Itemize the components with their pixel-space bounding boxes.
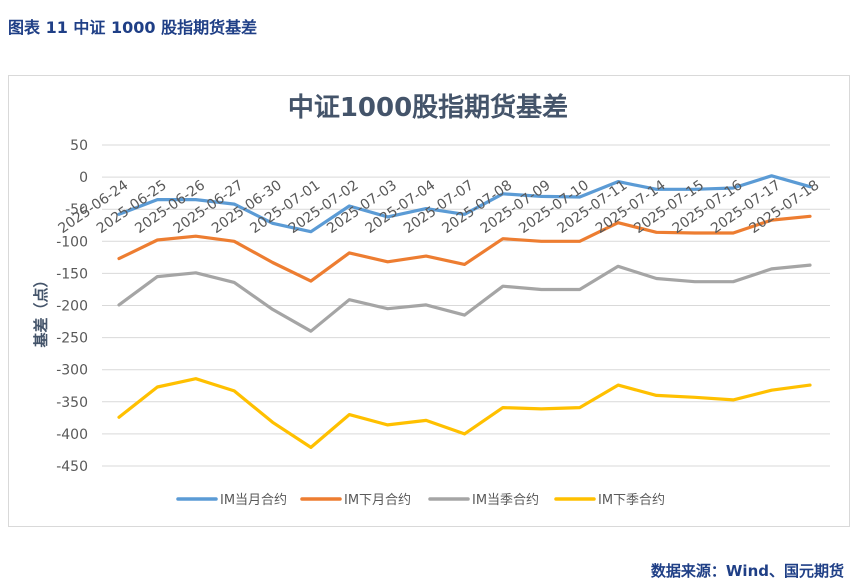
y-tick-label: -350 xyxy=(56,395,88,411)
legend-label-3: IM下季合约 xyxy=(598,493,665,508)
y-axis-ticks: 50 0 -50 -100 -150 -200 -250 -300 -350 -400 -450 xyxy=(56,138,88,475)
series-line-0 xyxy=(117,174,812,234)
chart-title: 中证1000股指期货基差 xyxy=(288,92,568,123)
y-tick-label: -250 xyxy=(56,331,88,347)
figure-caption: 图表 11 中证 1000 股指期货基差 xyxy=(8,18,258,37)
y-tick-label: -150 xyxy=(56,266,88,282)
data-source: 数据来源：Wind、国元期货 xyxy=(650,562,844,580)
legend: IM当月合约 IM下月合约 IM当季合约 IM下季合约 xyxy=(176,493,665,508)
legend-label-1: IM下月合约 xyxy=(344,493,411,508)
series-line-2 xyxy=(117,263,812,333)
series-line-3 xyxy=(117,377,812,449)
chart-frame xyxy=(8,75,850,527)
y-tick-label: -200 xyxy=(56,299,88,315)
legend-label-2: IM当季合约 xyxy=(472,493,539,508)
y-tick-label: -100 xyxy=(56,234,88,250)
series-line-1 xyxy=(117,214,812,283)
y-tick-label: -450 xyxy=(56,459,88,475)
y-tick-label: 0 xyxy=(79,170,88,186)
y-tick-label: -50 xyxy=(65,202,88,218)
legend-label-0: IM当月合约 xyxy=(220,493,287,508)
y-tick-label: 50 xyxy=(70,138,88,154)
y-axis-label: 基差（点） xyxy=(32,272,50,348)
series-lines xyxy=(117,174,812,449)
y-tick-label: -400 xyxy=(56,427,88,443)
gridlines xyxy=(102,144,830,467)
y-tick-label: -300 xyxy=(56,363,88,379)
x-axis-ticks: 2025-06-242025-06-252025-06-262025-06-27… xyxy=(55,177,822,237)
